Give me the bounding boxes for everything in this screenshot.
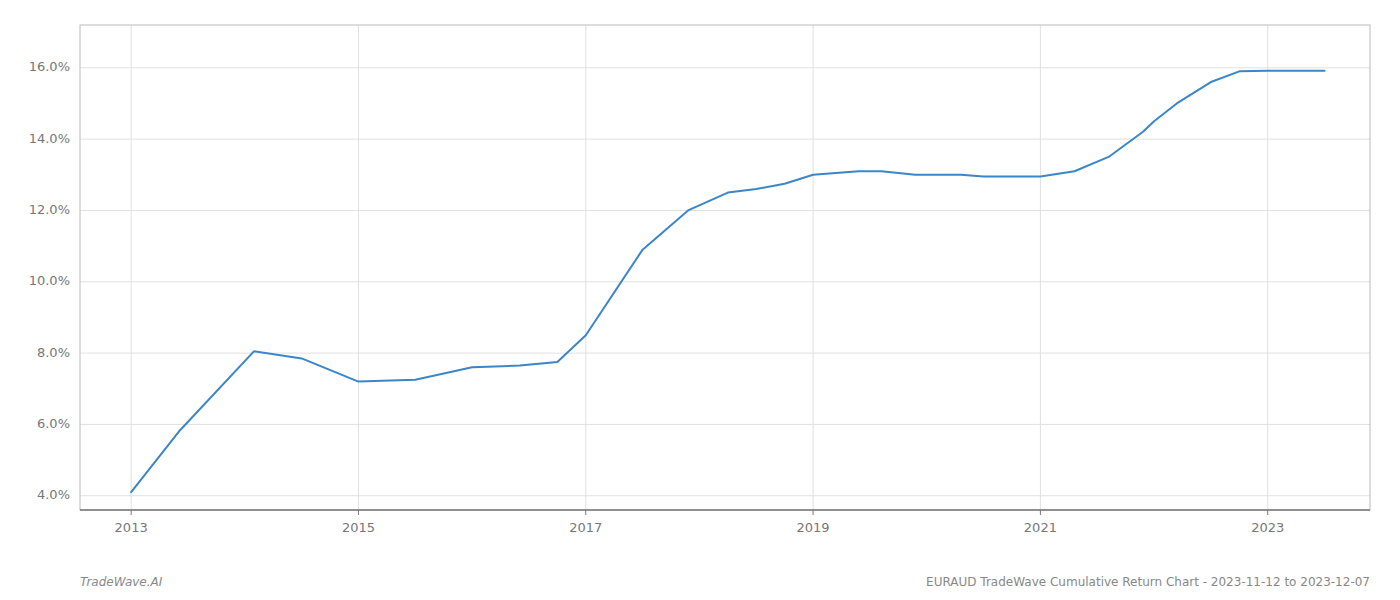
y-tick-label: 12.0%	[29, 202, 70, 217]
plot-data	[131, 71, 1324, 493]
x-tick-mark	[813, 510, 814, 515]
x-axis: 2013 2015 2017 2019 2021 2023	[115, 510, 1285, 535]
watermark-left: TradeWave.AI	[80, 575, 163, 589]
x-tick-label: 2021	[1024, 520, 1057, 535]
y-tick-label: 16.0%	[29, 59, 70, 74]
y-tick-label: 4.0%	[37, 487, 70, 502]
x-tick-mark	[358, 510, 359, 515]
x-tick-mark	[585, 510, 586, 515]
x-grid-line	[358, 25, 359, 510]
y-grid-line	[80, 210, 1370, 211]
chart-container: 4.0% 6.0% 8.0% 10.0% 12.0% 14.0% 16.0% 2013 2015…	[0, 0, 1400, 600]
x-grid-line	[1267, 25, 1268, 510]
x-tick-label: 2019	[797, 520, 830, 535]
y-grid-line	[80, 67, 1370, 68]
y-axis: 4.0% 6.0% 8.0% 10.0% 12.0% 14.0% 16.0%	[29, 59, 70, 502]
background	[0, 0, 1400, 600]
x-axis-line	[80, 509, 1370, 510]
y-grid-line	[80, 495, 1370, 496]
watermark-right: EURAUD TradeWave Cumulative Return Chart…	[926, 575, 1370, 589]
y-grid-line	[80, 281, 1370, 282]
grid	[80, 25, 1370, 510]
y-grid-line	[80, 139, 1370, 140]
y-tick-label: 6.0%	[37, 416, 70, 431]
x-grid-line	[585, 25, 586, 510]
x-tick-label: 2017	[569, 520, 602, 535]
x-tick-mark	[1040, 510, 1041, 515]
chart-svg: 4.0% 6.0% 8.0% 10.0% 12.0% 14.0% 16.0% 2013 2015…	[0, 0, 1400, 600]
plot-frame	[80, 25, 1370, 510]
x-tick-label: 2015	[342, 520, 375, 535]
x-tick-label: 2023	[1251, 520, 1284, 535]
x-tick-mark	[1267, 510, 1268, 515]
x-grid-line	[131, 25, 132, 510]
x-grid-line	[813, 25, 814, 510]
x-tick-label: 2013	[115, 520, 148, 535]
line	[131, 71, 1324, 493]
y-tick-label: 14.0%	[29, 131, 70, 146]
y-grid-line	[80, 424, 1370, 425]
x-tick-mark	[131, 510, 132, 515]
annotations: TradeWave.AI EURAUD TradeWave Cumulative …	[80, 575, 1370, 589]
x-grid-line	[1040, 25, 1041, 510]
y-tick-label: 10.0%	[29, 273, 70, 288]
y-tick-label: 8.0%	[37, 345, 70, 360]
